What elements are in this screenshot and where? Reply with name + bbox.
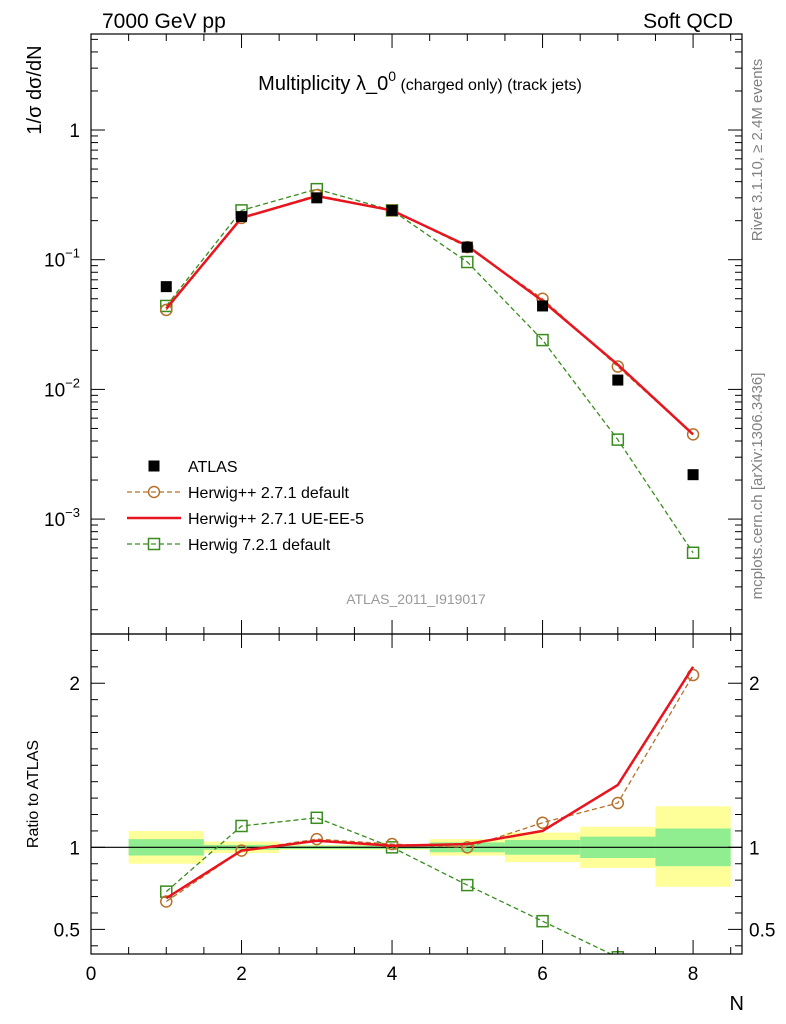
ratio-y-tick-label-right: 2 [749,674,760,695]
ratio-y-tick-label-right: 1 [749,838,760,859]
ratio-herwigpp_default-point [385,837,399,851]
title-main: Multiplicity λ_0 [258,73,388,95]
legend-marker-herwig7 [147,537,161,551]
ratio-herwig7-line [165,817,613,954]
header-right: Soft QCD [643,10,733,33]
main-atlas-point [612,374,624,386]
ratio-herwig7-point [310,811,324,825]
main-y-tick-label: 10−3 [44,505,80,531]
main-y-tick-label: 10−1 [44,246,80,272]
ratio-frame [90,633,743,955]
legend-label: ATLAS [188,459,238,476]
title-superscript: 0 [388,68,396,84]
main-atlas-point [160,281,172,293]
ratio-herwigpp_default-point [461,841,474,854]
main-herwigpp_default-point [611,360,625,373]
main-atlas-point [236,211,248,223]
ratio-y-tick-label: 1 [69,838,80,859]
ratio-herwig7-point [235,819,248,833]
tick-label-base: 10 [44,251,65,272]
main-panel: 110−110−210−3 Multiplicity λ_00 (charged… [24,33,743,635]
main-y-tick-label: 1 [69,121,80,142]
analysis-id-label: ATLAS_2011_I919017 [346,591,486,607]
main-herwig7-point [536,333,549,347]
main-herwig7-point [160,299,173,313]
title-small: (charged only) (track jets) [396,77,582,94]
tick-label-base: 10 [44,380,65,401]
main-herwig7-point [461,255,474,269]
legend-label: Herwig++ 2.7.1 default [188,485,350,502]
x-tick-label: 8 [688,964,699,985]
legend-marker-atlas [148,460,160,472]
legend: ATLAS Herwig++ 2.7.1 default Herwig++ 2.7.… [127,459,364,554]
main-atlas-point [311,192,323,204]
main-herwigpp_default-point [160,303,173,317]
rivet-info-label: Rivet 3.1.10, ≥ 2.4M events [749,59,766,242]
ratio-y-tick-label-right: 0.5 [749,920,775,941]
tick-label-exponent: −3 [65,505,80,520]
ratio-panel: 0.5 0.5 1 1 2 2 0 2 4 6 8 Ratio to ATLAS N [25,633,775,1015]
tick-label-exponent: −1 [65,246,80,261]
ratio-herwigpp_default-point [160,895,173,908]
main-herwig7-line [165,188,694,554]
main-herwig7-point [686,546,700,560]
ratio-herwigpp_default-point [536,816,549,829]
ratio-herwig7-point [461,878,474,892]
ratio-herwig7-point [385,841,399,854]
main-atlas-point [687,469,699,481]
main-atlas-point [461,241,473,253]
x-tick-label: 2 [236,964,247,985]
ratio-herwigpp_default-point [611,796,625,810]
main-y-axis-label: 1/σ dσ/dN [24,45,46,134]
tick-label-exponent: −2 [65,375,80,390]
source-label: mcplots.cern.ch [arXiv:1306.3436] [749,373,766,600]
main-herwigpp_default-line [165,194,694,435]
x-tick-label: 6 [537,964,548,985]
header-left: 7000 GeV pp [102,10,226,33]
legend-marker-herwigpp_default [147,485,161,499]
x-tick-label: 0 [86,964,97,985]
x-axis-label: N [730,993,744,1015]
main-herwigpp_default-point [686,428,700,441]
ratio-y-tick-label: 2 [69,674,80,695]
main-atlas-point [386,204,398,216]
main-herwigpp_ueee5-line [165,194,694,436]
main-herwig7-point [611,433,625,446]
ratio-herwig7-point [536,914,549,928]
ratio-y-axis-label: Ratio to ATLAS [25,740,42,848]
main-y-tick-label: 10−2 [44,375,80,401]
legend-label: Herwig++ 2.7.1 UE-EE-5 [188,511,364,528]
tick-label-base: 10 [44,510,65,531]
chart-title: Multiplicity λ_00 (charged only) (track … [258,68,582,95]
tick-label-base: 1 [69,121,80,142]
ratio-herwigpp_ueee5-line [165,666,695,900]
ratio-y-tick-label: 0.5 [54,920,80,941]
x-tick-label: 4 [387,964,398,985]
ratio-herwigpp_default-point [310,832,324,846]
main-atlas-point [537,300,549,312]
legend-label: Herwig 7.2.1 default [188,537,331,554]
